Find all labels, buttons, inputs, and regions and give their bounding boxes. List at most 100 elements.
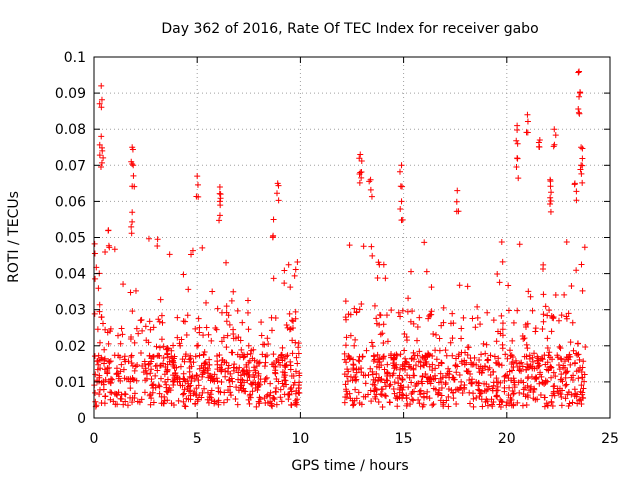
data-point: [573, 368, 580, 375]
data-point: [376, 321, 383, 328]
data-point: [130, 376, 137, 383]
data-point: [246, 367, 253, 374]
data-point: [398, 198, 405, 205]
data-point: [142, 323, 149, 330]
data-point: [208, 397, 215, 404]
data-point: [261, 378, 268, 385]
data-point: [97, 339, 104, 346]
data-point: [129, 218, 136, 225]
data-point: [343, 394, 350, 401]
y-tick-label: 0.06: [55, 194, 86, 210]
data-point: [508, 396, 515, 403]
data-point: [91, 250, 98, 257]
data-point: [568, 283, 575, 290]
data-point: [294, 396, 301, 403]
data-point: [473, 379, 480, 386]
data-point: [475, 365, 482, 372]
data-point: [223, 359, 230, 366]
data-point: [380, 353, 387, 360]
data-point: [493, 393, 500, 400]
data-point: [353, 369, 360, 376]
data-point: [360, 243, 367, 250]
data-point: [549, 314, 556, 321]
data-point: [581, 244, 588, 251]
data-point: [509, 354, 516, 361]
data-point: [549, 356, 556, 363]
data-point: [149, 353, 156, 360]
data-point: [546, 307, 553, 314]
data-point: [98, 104, 105, 111]
data-point: [92, 275, 99, 282]
data-point: [158, 400, 165, 407]
data-point: [196, 392, 203, 399]
data-point: [557, 355, 564, 362]
data-point: [480, 340, 487, 347]
data-point: [521, 335, 528, 342]
data-point: [443, 397, 450, 404]
data-point: [114, 401, 121, 408]
data-point: [288, 401, 295, 408]
data-point: [116, 354, 123, 361]
data-point: [578, 261, 585, 268]
data-point: [96, 386, 103, 393]
data-point: [368, 398, 375, 405]
data-point: [193, 342, 200, 349]
data-point: [199, 373, 206, 380]
data-point: [473, 394, 480, 401]
data-point: [381, 366, 388, 373]
data-point: [127, 289, 134, 296]
data-point: [194, 173, 201, 180]
data-point: [490, 317, 497, 324]
data-point: [199, 389, 206, 396]
data-point: [256, 400, 263, 407]
data-point: [149, 389, 156, 396]
data-point: [174, 314, 181, 321]
data-point: [138, 316, 145, 323]
data-point: [223, 318, 230, 325]
data-point: [195, 315, 202, 322]
data-point: [510, 375, 517, 382]
data-point: [563, 239, 570, 246]
data-point: [295, 385, 302, 392]
data-point: [164, 368, 171, 375]
data-point: [185, 380, 192, 387]
data-point: [543, 366, 550, 373]
data-point: [442, 347, 449, 354]
data-point: [115, 373, 122, 380]
data-point: [216, 190, 223, 197]
data-point: [236, 353, 243, 360]
data-point: [270, 351, 277, 358]
data-point: [476, 393, 483, 400]
data-point: [520, 386, 527, 393]
data-point: [387, 381, 394, 388]
data-point: [494, 271, 501, 278]
data-point: [94, 326, 101, 333]
data-point: [218, 361, 225, 368]
data-point: [289, 350, 296, 357]
data-point: [101, 400, 108, 407]
data-point: [525, 288, 532, 295]
data-point: [352, 336, 359, 343]
data-point: [97, 163, 104, 170]
data-point: [557, 376, 564, 383]
data-point: [368, 243, 375, 250]
data-point: [250, 364, 257, 371]
data-point: [547, 194, 554, 201]
data-point: [443, 352, 450, 359]
data-point: [425, 375, 432, 382]
data-point: [415, 396, 422, 403]
data-point: [541, 394, 548, 401]
data-point: [540, 318, 547, 325]
data-point: [485, 366, 492, 373]
data-point: [552, 373, 559, 380]
data-point: [221, 389, 228, 396]
data-point: [261, 363, 268, 370]
data-point: [207, 377, 214, 384]
data-point: [426, 395, 433, 402]
data-point: [131, 367, 138, 374]
y-tick-label: 0.01: [55, 375, 86, 391]
data-point: [275, 182, 282, 189]
data-point: [399, 307, 406, 314]
data-point: [384, 361, 391, 368]
data-point: [429, 353, 436, 360]
